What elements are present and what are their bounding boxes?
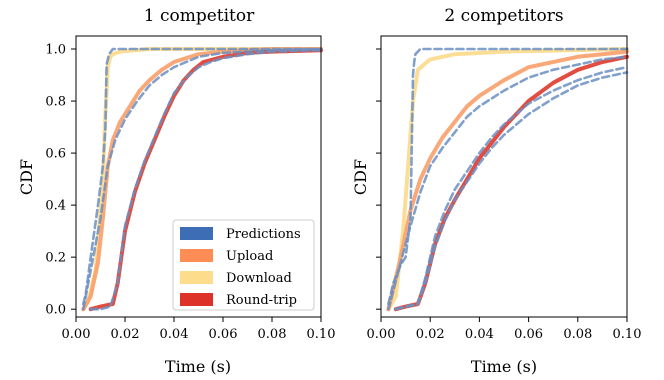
x-axis-label: Time (s) — [471, 357, 537, 376]
legend-swatch-upload — [180, 249, 213, 262]
series-line-predictions — [387, 47, 629, 306]
legend-box — [172, 219, 315, 311]
series-line-predictions — [387, 55, 629, 311]
x-tick-label: 0.06 — [209, 327, 238, 342]
series-line-predictions — [82, 47, 323, 311]
y-tick-label: 0.8 — [45, 95, 66, 110]
x-tick-label: 0.00 — [367, 327, 396, 342]
panel-title: 1 competitor — [144, 6, 255, 26]
legend-label: Upload — [226, 249, 273, 264]
legend-label: Download — [226, 271, 292, 286]
x-axis-label: Time (s) — [165, 357, 231, 376]
x-tick-label: 0.02 — [111, 327, 140, 342]
plot-area — [81, 47, 323, 312]
legend: Predictions Upload Download Round-trip — [172, 219, 315, 311]
x-axis: 0.00 0.02 0.04 0.06 0.08 0.10 — [62, 317, 336, 342]
legend-item: Predictions — [180, 227, 301, 242]
plot-area — [386, 47, 629, 312]
legend-item: Round-trip — [180, 293, 297, 308]
legend-label: Predictions — [226, 227, 301, 242]
legend-label: Round-trip — [226, 293, 297, 308]
y-axis-label: CDF — [17, 159, 36, 195]
y-tick-label: 0.4 — [45, 199, 66, 214]
legend-item: Upload — [180, 249, 273, 264]
y-axis: 0.0 0.2 0.4 0.6 0.8 1.0 — [45, 43, 76, 318]
x-axis: 0.00 0.02 0.04 0.06 0.08 0.10 — [367, 317, 642, 342]
panel-1-competitor: 1 competitor 0.00 0.02 0.04 0.06 0.08 0.10 0.… — [17, 6, 335, 376]
y-tick-label: 1.0 — [45, 43, 66, 58]
x-tick-label: 0.10 — [307, 327, 336, 342]
y-tick-label: 0.0 — [45, 303, 66, 318]
axes-frame — [380, 35, 628, 318]
panel-2-competitors: 2 competitors 0.00 0.02 0.04 0.06 0.08 0.10 T… — [351, 6, 641, 376]
legend-swatch-round-trip — [180, 293, 213, 306]
panel-title: 2 competitors — [444, 6, 563, 26]
series-line-predictions — [394, 71, 629, 311]
series-line-round-trip — [393, 54, 629, 312]
x-tick-label: 0.10 — [613, 327, 642, 342]
y-axis — [376, 48, 381, 310]
series-line-upload — [386, 49, 629, 312]
y-tick-label: 0.6 — [45, 147, 66, 162]
x-tick-label: 0.08 — [258, 327, 287, 342]
legend-swatch-download — [180, 271, 213, 284]
x-tick-label: 0.06 — [514, 327, 543, 342]
x-tick-label: 0.04 — [160, 327, 189, 342]
axes-frame — [75, 35, 322, 318]
y-tick-label: 0.2 — [45, 251, 66, 266]
x-tick-label: 0.04 — [465, 327, 494, 342]
series-line-predictions — [82, 47, 323, 306]
series-line-predictions — [89, 49, 323, 311]
series-line-upload — [81, 47, 323, 312]
y-axis-label: CDF — [351, 159, 370, 195]
x-tick-label: 0.00 — [62, 327, 91, 342]
x-tick-label: 0.08 — [563, 327, 592, 342]
legend-swatch-predictions — [180, 227, 213, 240]
legend-item: Download — [180, 271, 292, 286]
series-line-predictions — [394, 65, 629, 311]
x-tick-label: 0.02 — [416, 327, 445, 342]
